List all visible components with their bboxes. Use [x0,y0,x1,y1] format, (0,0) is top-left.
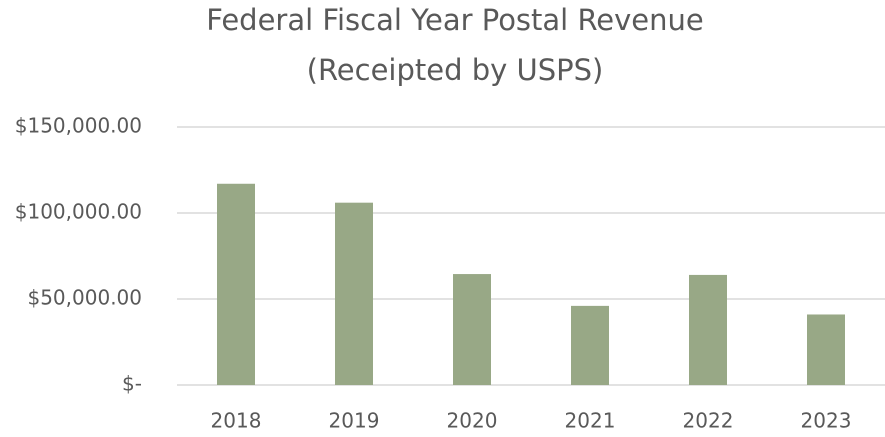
x-tick-label: 2020 [447,409,498,433]
chart-title: (Receipted by USPS) [307,53,604,87]
x-tick-label: 2022 [683,409,734,433]
y-tick-label: $150,000.00 [15,114,142,138]
x-tick-label: 2021 [565,409,616,433]
x-tick-label: 2023 [801,409,852,433]
bar [689,274,727,385]
x-tick-label: 2018 [211,409,262,433]
bar [335,202,373,385]
chart-title: Federal Fiscal Year Postal Revenue [206,3,704,37]
y-tick-label: $- [122,372,142,396]
y-tick-label: $50,000.00 [27,286,142,310]
y-tick-label: $100,000.00 [15,200,142,224]
x-tick-label: 2019 [329,409,380,433]
bar [453,274,491,385]
bar [217,183,255,385]
bar [807,314,845,385]
bar [571,305,609,385]
